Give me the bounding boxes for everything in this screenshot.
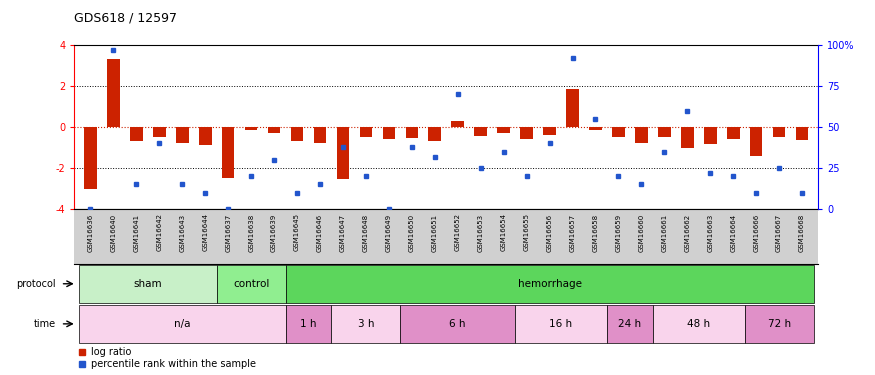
Text: GSM16660: GSM16660: [639, 213, 644, 252]
Bar: [452, 121, 464, 127]
Text: protocol: protocol: [17, 279, 56, 289]
Bar: [497, 127, 510, 133]
Text: sham: sham: [134, 279, 162, 289]
Text: GSM16657: GSM16657: [570, 213, 576, 252]
Text: log ratio: log ratio: [91, 346, 131, 357]
Text: 6 h: 6 h: [450, 319, 466, 329]
Text: GSM16645: GSM16645: [294, 213, 300, 251]
Text: n/a: n/a: [174, 319, 191, 329]
Text: GSM16636: GSM16636: [88, 213, 94, 252]
Bar: [217, 264, 285, 303]
Bar: [474, 127, 487, 136]
Bar: [313, 127, 326, 143]
Bar: [360, 127, 372, 137]
Bar: [750, 127, 762, 156]
Bar: [153, 127, 165, 137]
Text: 24 h: 24 h: [619, 319, 641, 329]
Text: GSM16638: GSM16638: [248, 213, 254, 252]
Bar: [658, 127, 670, 137]
Text: control: control: [233, 279, 270, 289]
Text: 3 h: 3 h: [358, 319, 374, 329]
Bar: [429, 127, 441, 141]
Text: GSM16664: GSM16664: [731, 213, 736, 252]
Bar: [405, 127, 418, 138]
Bar: [543, 127, 556, 135]
Text: GSM16640: GSM16640: [110, 213, 116, 252]
Bar: [245, 127, 257, 130]
Text: GSM16651: GSM16651: [431, 213, 438, 252]
Text: GSM16639: GSM16639: [271, 213, 277, 252]
Text: GSM16653: GSM16653: [478, 213, 484, 252]
Text: GSM16652: GSM16652: [455, 213, 461, 251]
Bar: [130, 127, 143, 141]
Bar: [84, 127, 97, 189]
Text: GDS618 / 12597: GDS618 / 12597: [74, 11, 178, 24]
Text: GSM16642: GSM16642: [157, 213, 162, 251]
Bar: [612, 127, 625, 137]
Bar: [773, 127, 786, 137]
Text: 1 h: 1 h: [300, 319, 317, 329]
Bar: [337, 127, 349, 179]
Bar: [107, 59, 120, 127]
Bar: [589, 127, 602, 130]
Bar: [176, 127, 189, 143]
Text: 16 h: 16 h: [550, 319, 572, 329]
Bar: [401, 304, 515, 343]
Bar: [521, 127, 533, 140]
Text: hemorrhage: hemorrhage: [517, 279, 582, 289]
Bar: [290, 127, 304, 141]
Bar: [795, 127, 808, 140]
Bar: [635, 127, 648, 143]
Text: 48 h: 48 h: [687, 319, 710, 329]
Text: GSM16643: GSM16643: [179, 213, 186, 252]
Bar: [681, 127, 694, 147]
Bar: [515, 304, 607, 343]
Text: GSM16655: GSM16655: [523, 213, 529, 251]
Text: GSM16662: GSM16662: [684, 213, 690, 252]
Text: GSM16650: GSM16650: [409, 213, 415, 252]
Bar: [607, 304, 653, 343]
Bar: [704, 127, 717, 144]
Bar: [285, 304, 332, 343]
Text: GSM16647: GSM16647: [340, 213, 346, 252]
Text: GSM16659: GSM16659: [615, 213, 621, 252]
Bar: [566, 89, 579, 127]
Bar: [199, 127, 212, 146]
Text: GSM16658: GSM16658: [592, 213, 598, 252]
Text: GSM16649: GSM16649: [386, 213, 392, 252]
Bar: [745, 304, 814, 343]
Text: percentile rank within the sample: percentile rank within the sample: [91, 359, 256, 369]
Text: GSM16663: GSM16663: [707, 213, 713, 252]
Bar: [285, 264, 814, 303]
Text: GSM16667: GSM16667: [776, 213, 782, 252]
Bar: [79, 264, 217, 303]
Text: GSM16666: GSM16666: [753, 213, 760, 252]
Text: GSM16654: GSM16654: [500, 213, 507, 251]
Bar: [222, 127, 234, 178]
Bar: [79, 304, 285, 343]
Bar: [332, 304, 401, 343]
Text: GSM16641: GSM16641: [133, 213, 139, 252]
Text: GSM16648: GSM16648: [363, 213, 369, 252]
Text: GSM16668: GSM16668: [799, 213, 805, 252]
Bar: [382, 127, 396, 140]
Text: GSM16646: GSM16646: [317, 213, 323, 252]
Bar: [268, 127, 280, 133]
Text: GSM16661: GSM16661: [662, 213, 668, 252]
Text: 72 h: 72 h: [767, 319, 791, 329]
Bar: [727, 127, 739, 140]
Text: GSM16656: GSM16656: [547, 213, 552, 252]
Bar: [653, 304, 745, 343]
Text: time: time: [34, 319, 56, 329]
Text: GSM16637: GSM16637: [225, 213, 231, 252]
Text: GSM16644: GSM16644: [202, 213, 208, 251]
